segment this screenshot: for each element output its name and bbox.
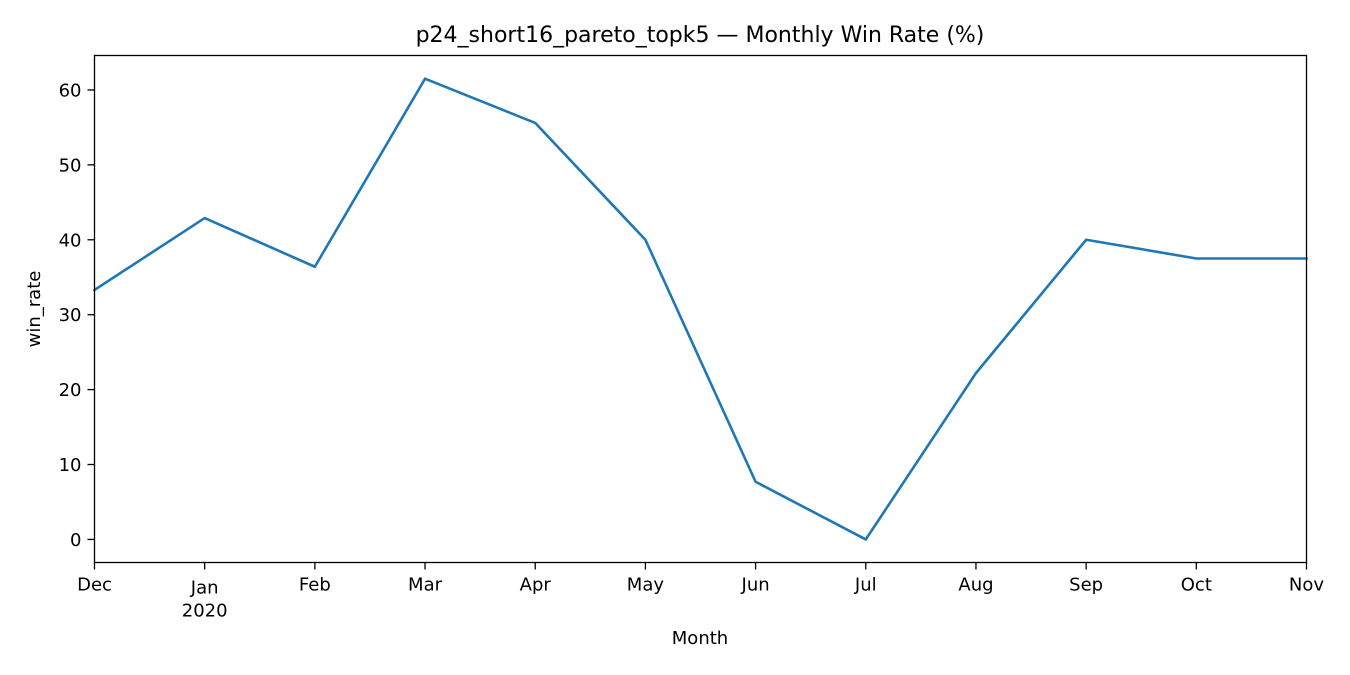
x-tick-label: Feb	[299, 575, 331, 596]
win-rate-line	[92, 77, 1308, 541]
y-tick-label: 40	[59, 230, 82, 251]
x-tick-label: Aug	[958, 575, 993, 596]
y-tick-label: 30	[59, 305, 82, 326]
y-tick-label: 20	[59, 380, 82, 401]
chart-title: p24_short16_pareto_topk5 — Monthly Win R…	[416, 23, 985, 48]
x-tick-label: Jan	[190, 578, 219, 599]
x-tick-label: Dec	[77, 575, 112, 596]
y-tick-label: 10	[59, 455, 82, 476]
x-tick-label: Jul	[854, 575, 877, 596]
x-tick-year-label: 2020	[182, 601, 228, 622]
y-axis-ticks: 0 10 20 30 40 50 60	[59, 80, 95, 551]
y-tick-label: 60	[59, 80, 82, 101]
y-tick-label: 50	[59, 155, 82, 176]
x-tick-label: Apr	[520, 575, 552, 596]
x-tick-label: May	[627, 575, 665, 596]
x-axis-label: Month	[672, 628, 728, 649]
x-tick-label: Sep	[1069, 575, 1103, 596]
x-tick-label: Jun	[741, 575, 770, 596]
x-tick-label: Nov	[1289, 575, 1324, 596]
x-tick-label: Mar	[408, 575, 443, 596]
y-tick-label: 0	[70, 530, 81, 551]
y-axis-label: win_rate	[24, 271, 45, 348]
x-tick-label: Oct	[1181, 575, 1212, 596]
plot-area-frame	[93, 54, 1308, 564]
